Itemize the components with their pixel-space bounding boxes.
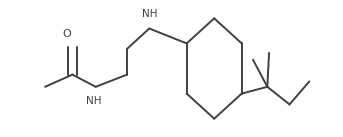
Text: NH: NH <box>142 9 157 19</box>
Text: O: O <box>62 29 71 39</box>
Text: NH: NH <box>86 96 102 106</box>
